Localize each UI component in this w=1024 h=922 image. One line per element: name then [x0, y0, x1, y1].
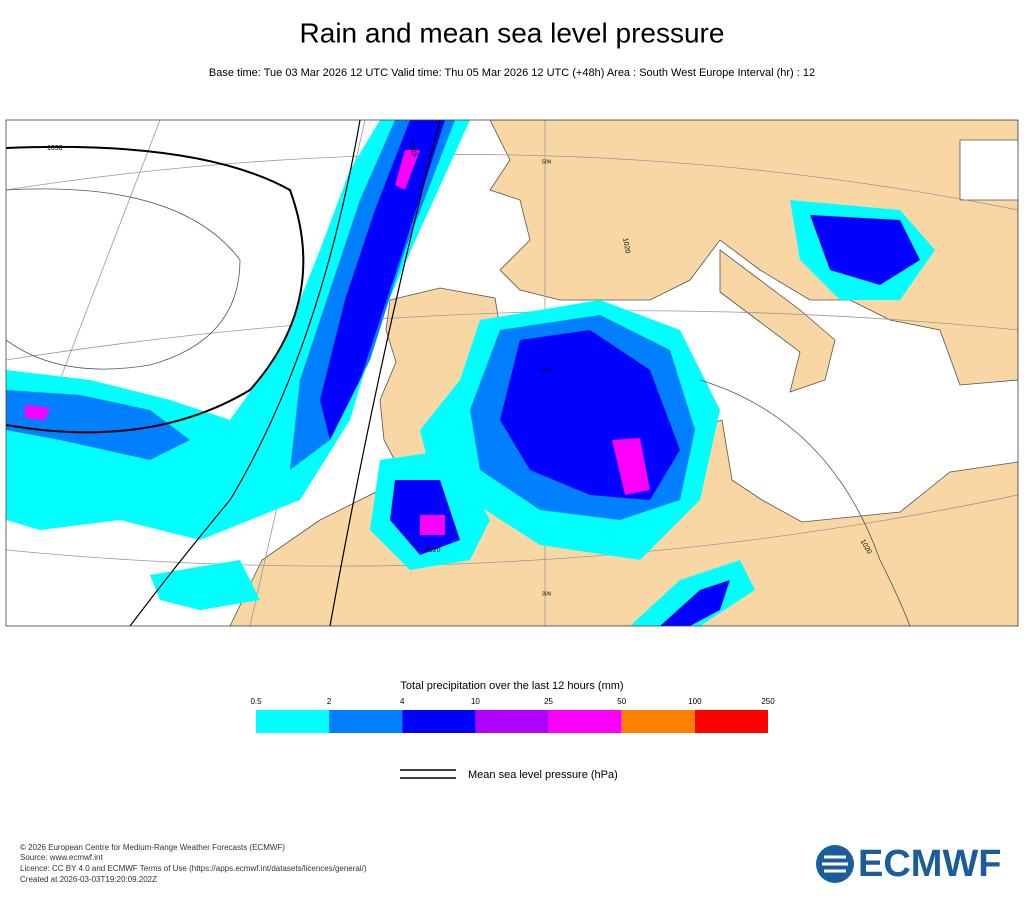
map-frame	[5, 119, 1019, 627]
colorbar-label: 25	[544, 697, 553, 706]
footer-line: Source: www.ecmwf.int	[20, 853, 103, 862]
lat-label: 40N	[542, 367, 552, 373]
colorbar-label: 4	[400, 697, 405, 706]
colorbar-segment	[402, 710, 476, 733]
colorbar-segment	[329, 710, 403, 733]
pressure-legend-label: Mean sea level pressure (hPa)	[468, 769, 618, 781]
colorbar: 0.5 2 4 10 25 50 100 250	[250, 697, 775, 733]
lat-label: 50N	[542, 159, 552, 165]
subtitle: Base time: Tue 03 Mar 2026 12 UTC Valid …	[209, 67, 815, 79]
footer-line: © 2026 European Centre for Medium-Range …	[20, 843, 285, 852]
colorbar-segment	[475, 710, 549, 733]
colorbar-label: 50	[617, 697, 626, 706]
lat-label: 30N	[542, 591, 552, 597]
colorbar-segment	[548, 710, 622, 733]
map: 1030 1025 1020 1020 1020 50N 40N 30N	[5, 119, 1019, 627]
colorbar-label: 0.5	[250, 697, 262, 706]
colorbar-segment	[621, 710, 695, 733]
colorbar-label: 100	[688, 697, 702, 706]
colorbar-segment	[256, 710, 330, 733]
footer-line: Licence: CC BY 4.0 and ECMWF Terms of Us…	[20, 864, 367, 873]
precipitation	[6, 120, 935, 626]
logo: ECMWF	[816, 843, 1002, 885]
title: Rain and mean sea level pressure	[300, 17, 725, 48]
logo-text: ECMWF	[858, 843, 1002, 885]
contour-label: 1030	[47, 145, 63, 152]
colorbar-label: 250	[761, 697, 775, 706]
footer-line: Created at 2026-03-03T19:20:09.202Z	[20, 875, 157, 884]
colorbar-label: 2	[327, 697, 332, 706]
legend-title: Total precipitation over the last 12 hou…	[400, 680, 623, 692]
contour-label: 1025	[406, 141, 418, 158]
contour-label: 1020	[425, 547, 441, 554]
colorbar-label: 10	[471, 697, 480, 706]
colorbar-segment	[694, 710, 768, 733]
contour-label: 1020	[621, 237, 631, 254]
isobars	[6, 120, 911, 626]
